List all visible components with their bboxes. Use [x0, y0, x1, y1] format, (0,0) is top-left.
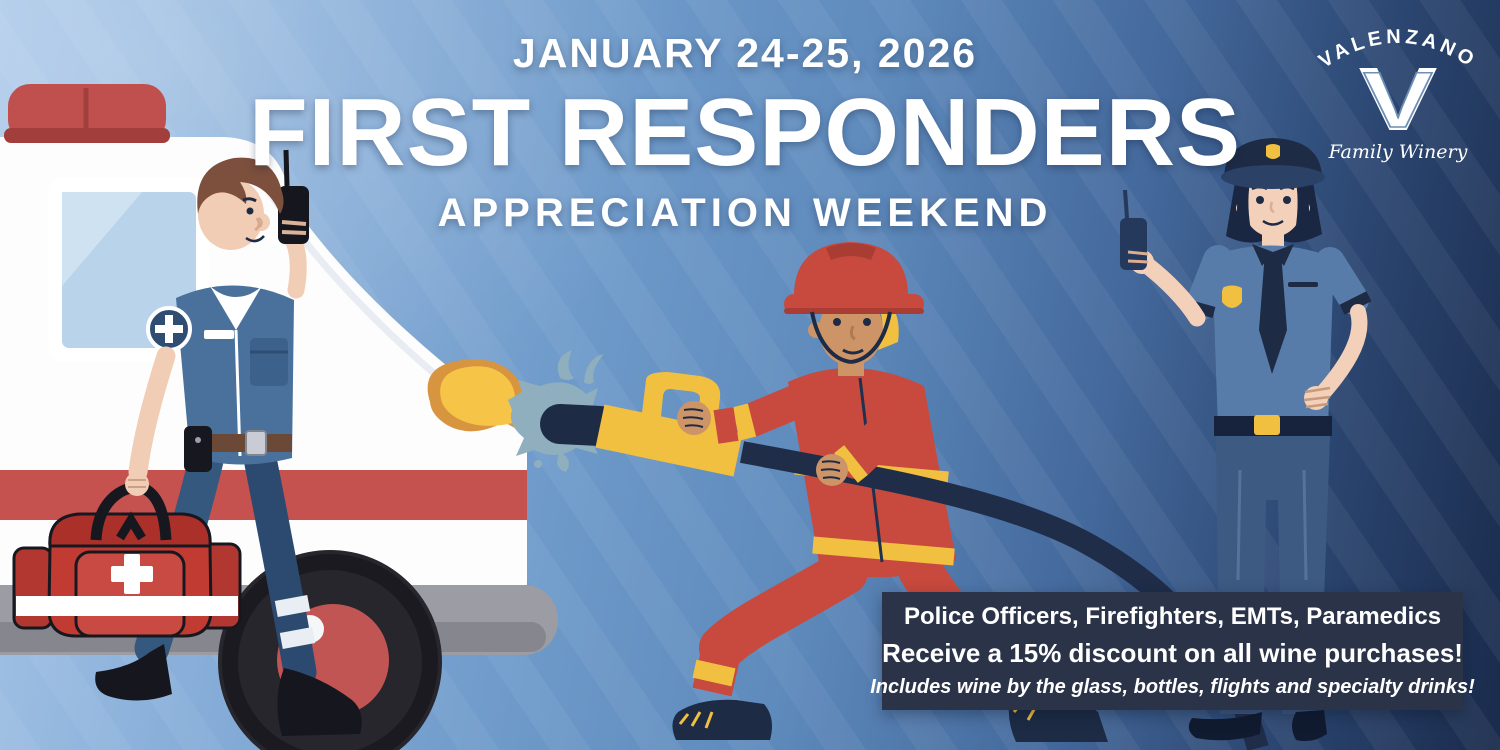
promo-details: Includes wine by the glass, bottles, fli… [870, 676, 1475, 698]
winery-logo: VALENZANO V V Family Winery [1296, 6, 1500, 170]
police-cap-icon [1221, 138, 1325, 189]
promo-box: Police Officers, Firefighters, EMTs, Par… [870, 592, 1475, 710]
walkie-talkie-icon [278, 149, 309, 244]
emt-hair [197, 157, 284, 214]
hose-nozzle-icon [540, 372, 743, 477]
logo-tagline: Family Winery [1328, 141, 1468, 163]
belt-pouch [184, 426, 212, 472]
officer-radio-icon [1120, 189, 1149, 270]
flame-icon [427, 359, 525, 432]
logo-monogram: V [1358, 50, 1437, 150]
emt-back-boot [277, 668, 362, 736]
officer-hip-arm [1314, 304, 1368, 402]
event-subtitle: APPRECIATION WEEKEND [437, 191, 1053, 235]
logo-monogram-inner-outline: V [1363, 55, 1433, 144]
emt-head [198, 178, 264, 250]
firefighter-rear-arm [837, 391, 927, 479]
emt-left-arm [128, 346, 176, 482]
firefighter-front-leg [699, 549, 868, 671]
event-title: FIRST RESPONDERS [248, 79, 1242, 186]
emt-chest-pocket [250, 338, 288, 386]
officer-buckle [1254, 415, 1280, 435]
event-dates: JANUARY 24-25, 2026 [512, 30, 978, 76]
officer-right-shoe [1292, 710, 1327, 742]
firefighter-front-boot [672, 699, 772, 740]
belt-buckle [245, 430, 267, 456]
winery-logo-graphic: VALENZANO V V Family Winery [1315, 26, 1477, 163]
police-badge-icon [1222, 285, 1242, 308]
promo-audience: Police Officers, Firefighters, EMTs, Par… [903, 603, 1442, 630]
officer-left-shoe [1188, 712, 1262, 741]
firefighter-illustration [540, 242, 1269, 750]
title-block: JANUARY 24-25, 2026 FIRST RESPONDERS APP… [0, 30, 1490, 236]
emt-right-arm [285, 233, 307, 299]
fire-helmet-icon [793, 242, 909, 300]
first-aid-bag-icon [12, 472, 242, 638]
emt-collar [210, 286, 262, 330]
officer-tie [1259, 252, 1287, 374]
officer-raised-arm [1139, 257, 1206, 327]
emt-illustration [12, 149, 362, 736]
firefighter-head [784, 242, 924, 376]
emt-front-boot [95, 644, 172, 701]
firefighter-front-arm [735, 383, 817, 437]
promo-offer: Receive a 15% discount on all wine purch… [882, 638, 1463, 668]
medic-cross-patch-icon [146, 306, 192, 352]
